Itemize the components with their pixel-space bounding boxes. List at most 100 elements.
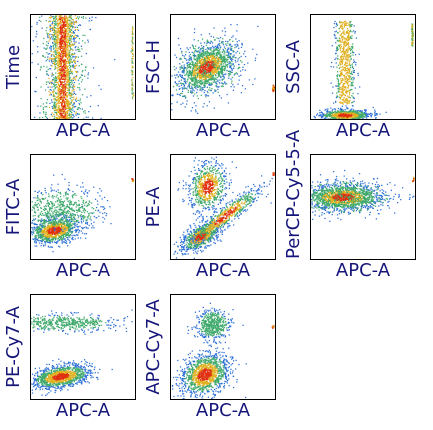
data-point [219,36,222,39]
data-point [346,81,348,83]
data-point [190,58,192,60]
data-point [56,114,58,116]
data-point [332,66,335,68]
data-point [71,114,73,116]
data-point [351,72,353,75]
data-point [350,83,352,85]
data-point [65,33,67,35]
data-point [70,20,72,22]
data-point [188,51,190,54]
data-point [205,81,207,83]
data-point [61,91,63,93]
data-point [77,48,79,51]
data-point [346,51,348,53]
data-point [221,65,223,67]
data-point [336,39,339,42]
data-point [190,110,192,112]
data-point [347,78,349,80]
data-point [131,65,133,67]
data-point [340,114,343,117]
data-point [217,44,219,46]
data-point [199,68,202,71]
data-point [70,79,72,82]
data-point [67,72,70,74]
data-point [57,49,59,51]
data-point [221,56,223,59]
data-point [346,115,349,117]
data-point [349,73,351,75]
data-point [200,58,202,60]
data-point [352,71,355,74]
data-point [330,115,333,117]
data-point [64,28,66,30]
data-point [54,78,56,80]
data-point [63,73,65,75]
data-point [78,102,80,105]
data-point [348,80,350,82]
data-point [215,62,217,65]
data-point [359,86,361,88]
data-point [211,58,213,60]
data-point [211,88,213,90]
data-point [65,67,67,69]
data-point [184,106,186,108]
data-point [355,110,357,112]
data-point [235,57,237,59]
data-point [208,33,211,35]
data-point [64,105,66,107]
data-point [199,73,201,75]
data-point [202,66,204,68]
data-point [217,65,219,67]
data-point [61,97,63,100]
data-point [64,48,66,50]
data-point [210,89,212,92]
data-point [74,42,76,44]
data-point [53,33,56,36]
data-point [354,110,356,112]
data-point [197,79,200,82]
data-point [66,100,68,102]
data-point [181,83,183,85]
data-point [196,58,198,60]
data-point [201,55,203,57]
data-point [65,117,67,119]
data-point [342,32,345,34]
data-point [63,28,66,30]
data-point [340,25,342,27]
data-point [194,54,196,57]
data-point [345,56,347,58]
data-point [52,74,55,76]
data-point [69,35,71,38]
data-point [58,84,61,86]
data-point [60,104,63,106]
data-point [217,69,219,71]
data-point [340,73,343,75]
data-point [98,84,100,87]
data-point [71,53,73,56]
data-point [212,58,214,60]
data-point [61,72,64,75]
data-point [210,71,213,73]
data-point [130,51,132,53]
data-point [59,65,61,68]
data-point [205,51,207,53]
data-point [64,29,66,32]
data-point [345,105,347,107]
data-point [221,72,223,74]
data-point [347,57,349,59]
data-point [70,108,72,110]
data-point [357,110,359,112]
data-point [59,58,61,60]
data-point [65,49,67,51]
data-point [216,52,218,55]
data-point [59,93,61,95]
data-point [62,78,64,80]
data-point [209,78,212,81]
data-point [70,110,72,113]
data-point [60,95,62,97]
data-point [62,18,64,20]
data-point [66,91,69,94]
data-point [71,22,74,24]
data-point [348,64,350,66]
data-point [336,49,339,52]
